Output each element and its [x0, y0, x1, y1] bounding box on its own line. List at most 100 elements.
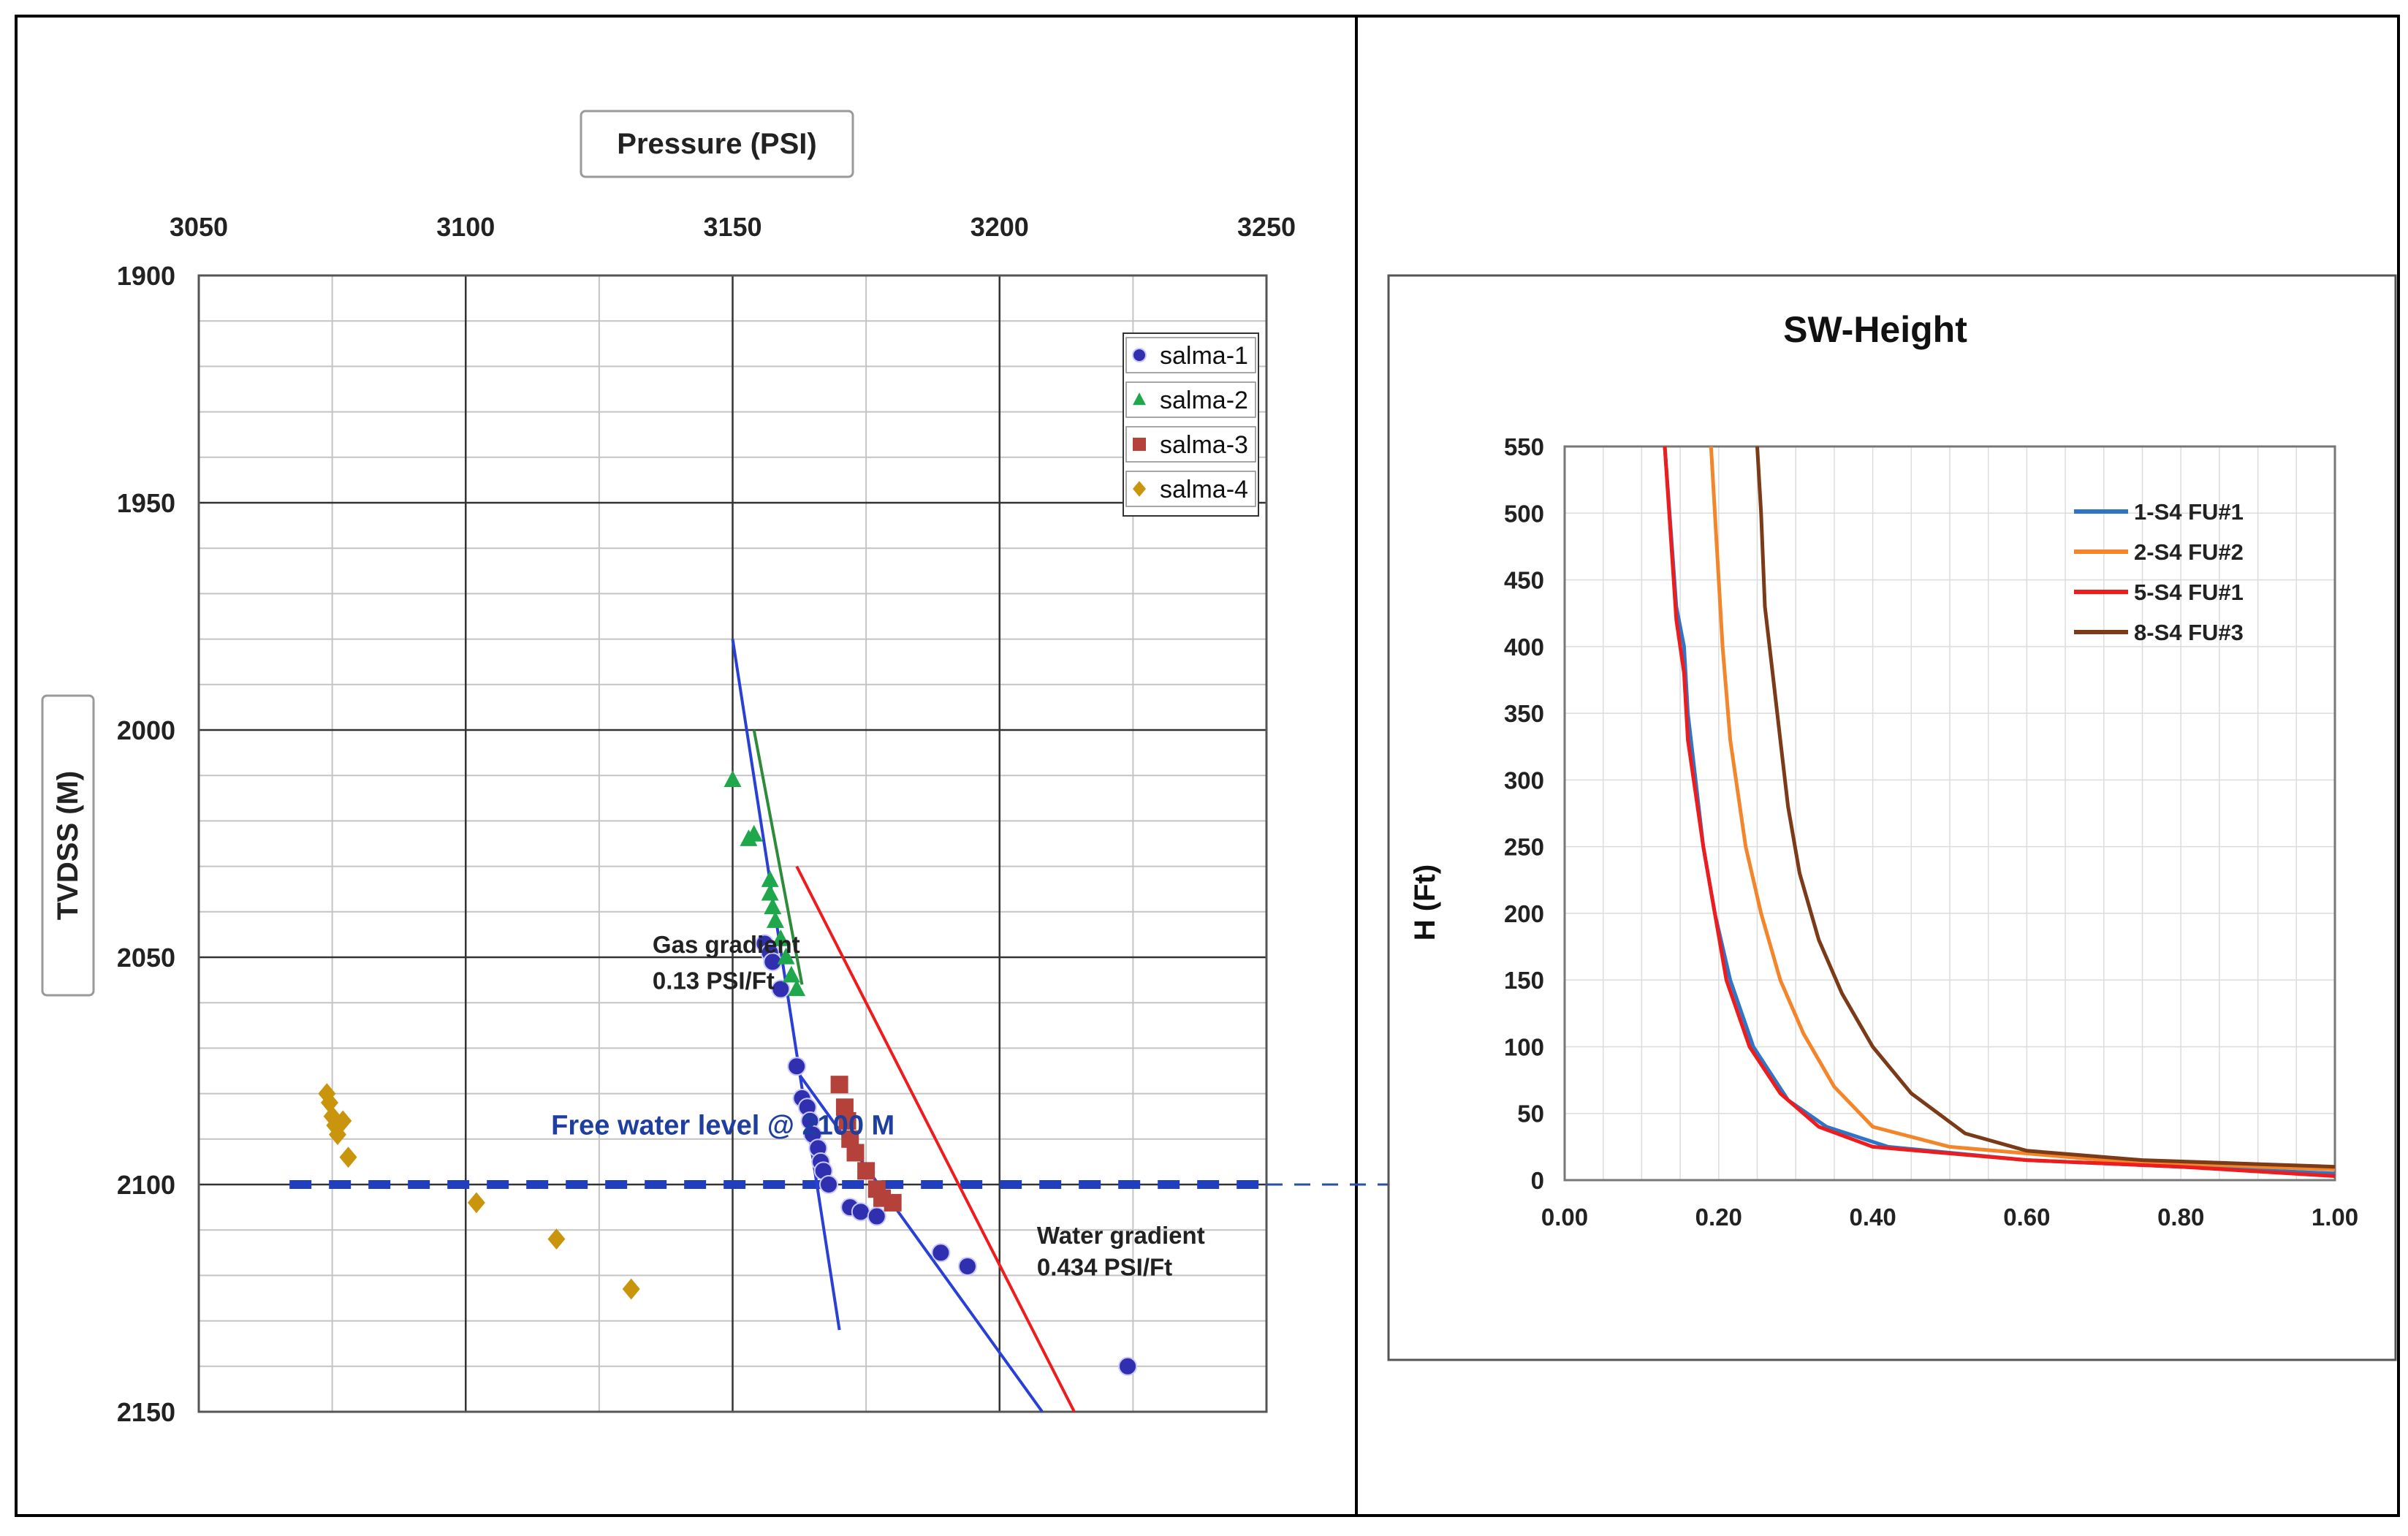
salma-3-point — [857, 1162, 876, 1180]
x-tick-label: 3050 — [170, 212, 228, 242]
right-panel-frame — [1355, 15, 2400, 1517]
sw-series-line — [1663, 446, 2336, 1178]
salma-1-point — [931, 1243, 951, 1263]
salma-4-point — [323, 1106, 341, 1128]
sw-legend-label: 5-S4 FU#1 — [2134, 579, 2244, 605]
salma-2-point — [788, 979, 806, 997]
salma-1-point — [1118, 1356, 1138, 1376]
salma-1-point — [957, 1256, 977, 1276]
salma-4-point — [339, 1147, 357, 1168]
sw-y-tick-label: 300 — [1504, 767, 1544, 794]
sw-height-x-tick-labels: 0.00 0.20 0.40 0.60 0.80 1.00 — [1541, 1204, 2358, 1231]
legend-box — [1123, 332, 1259, 517]
salma-2-point — [772, 929, 790, 946]
salma-1-point — [867, 1206, 886, 1226]
sw-x-tick-label: 0.00 — [1541, 1204, 1588, 1231]
sw-legend-label: 8-S4 FU#3 — [2134, 620, 2244, 645]
legend-item-frame — [1125, 471, 1256, 507]
sw-series-line — [1709, 446, 2336, 1171]
sw-y-tick-label: 350 — [1504, 700, 1544, 727]
salma-2-point — [761, 870, 779, 887]
sw-y-tick-label: 400 — [1504, 634, 1544, 661]
pressure-legend: salma-1 salma-2 salma-3 salma-4 — [1123, 332, 1259, 517]
sw-legend-label: 1-S4 FU#1 — [2134, 499, 2244, 525]
y-tick-label: 1950 — [117, 488, 175, 518]
legend-marker — [1133, 438, 1146, 451]
salma-3-point — [846, 1144, 865, 1162]
salma-3-point — [884, 1193, 902, 1212]
x-tick-label: 3100 — [436, 212, 495, 242]
x-tick-label: 3250 — [1237, 212, 1296, 242]
x-tick-label: 3150 — [703, 212, 761, 242]
annotation-label: 0.434 PSI/Ft — [1037, 1253, 1172, 1280]
pressure-x-tick-labels: 3050 3100 3150 3200 3250 — [170, 212, 1296, 242]
sw-y-tick-label: 550 — [1504, 433, 1544, 460]
salma-4-point — [547, 1228, 566, 1250]
sw-y-tick-label: 450 — [1504, 567, 1544, 594]
y-axis-title-frame — [41, 694, 95, 997]
sw-y-tick-label: 250 — [1504, 834, 1544, 861]
legend-marker — [1133, 481, 1146, 497]
sw-x-tick-label: 1.00 — [2312, 1204, 2358, 1231]
sw-height-plot-area — [1563, 445, 2336, 1182]
sw-x-tick-label: 0.20 — [1695, 1204, 1742, 1231]
sw-x-tick-label: 0.60 — [2003, 1204, 2050, 1231]
sw-height-series — [1663, 446, 2336, 1178]
salma-4-point — [326, 1114, 344, 1136]
salma-2-point — [764, 897, 782, 915]
gradient-line-gas-trend — [752, 729, 804, 985]
salma-4-point — [622, 1278, 640, 1300]
salma-1-point — [851, 1202, 870, 1222]
annotation-label: Gas gradient — [653, 931, 800, 958]
pressure-y-tick-labels: 1900 1950 2000 2050 2100 2150 — [117, 261, 175, 1427]
salma-2-point — [766, 911, 784, 928]
legend-item-frame — [1125, 426, 1256, 463]
pressure-annotations: Gas gradient 0.13 PSI/Ft Free water level … — [551, 931, 1205, 1281]
sw-height-y-axis-title: H (Ft) — [1409, 864, 1441, 940]
y-tick-label: 1900 — [117, 261, 175, 291]
gradient-fit-lines — [731, 639, 1076, 1413]
legend-label: salma-3 — [1160, 431, 1248, 459]
sw-legend-label: 2-S4 FU#2 — [2134, 539, 2244, 565]
x-axis-title: Pressure (PSI) — [617, 128, 816, 160]
sw-y-tick-label: 200 — [1504, 900, 1544, 927]
salma-4-point — [467, 1192, 485, 1214]
annotation-label: 0.13 PSI/Ft — [653, 967, 775, 995]
salma-1-point — [771, 979, 791, 999]
pressure-axis-title-box: Pressure (PSI) — [580, 110, 854, 178]
x-tick-label: 3200 — [971, 212, 1029, 242]
sw-x-tick-label: 0.40 — [1849, 1204, 1896, 1231]
salma-2-point — [723, 770, 742, 788]
legend-item-frame — [1125, 337, 1256, 373]
legend-item-frame — [1125, 381, 1256, 418]
salma-2-point — [745, 824, 763, 842]
salma-3-point — [830, 1076, 848, 1094]
legend-label: salma-1 — [1160, 342, 1248, 370]
y-tick-label: 2050 — [117, 943, 175, 973]
sw-height-title: SW-Height — [1783, 309, 1967, 350]
y-axis-title-box: TVDSS (M) — [41, 694, 95, 997]
sw-series-line — [1755, 446, 2336, 1169]
legend-marker — [1133, 392, 1146, 406]
sw-y-tick-label: 500 — [1504, 500, 1544, 527]
sw-height-y-tick-labels: 0 50 100 150 200 250 300 350 400 450 500 550 — [1504, 433, 1544, 1194]
legend-label: salma-2 — [1160, 387, 1248, 414]
gradient-line-water-fit-red — [795, 865, 1076, 1413]
salma-2-point — [761, 883, 779, 901]
salma-2-point — [782, 965, 800, 983]
salma-4-point — [334, 1110, 352, 1132]
annotation-label: Water gradient — [1037, 1222, 1205, 1249]
legend-marker — [1132, 348, 1147, 362]
sw-x-tick-label: 0.80 — [2157, 1204, 2204, 1231]
y-tick-label: 2100 — [117, 1170, 175, 1200]
y-tick-label: 2150 — [117, 1397, 175, 1427]
salma-2-point — [777, 947, 795, 965]
salma-3-point — [838, 1111, 857, 1130]
gradient-line-water-fit-blue — [795, 1070, 1044, 1413]
sw-y-tick-label: 50 — [1517, 1100, 1544, 1128]
y-axis-title: TVDSS (M) — [52, 771, 84, 920]
sw-y-tick-label: 100 — [1504, 1033, 1544, 1060]
salma-4-point — [318, 1083, 336, 1104]
